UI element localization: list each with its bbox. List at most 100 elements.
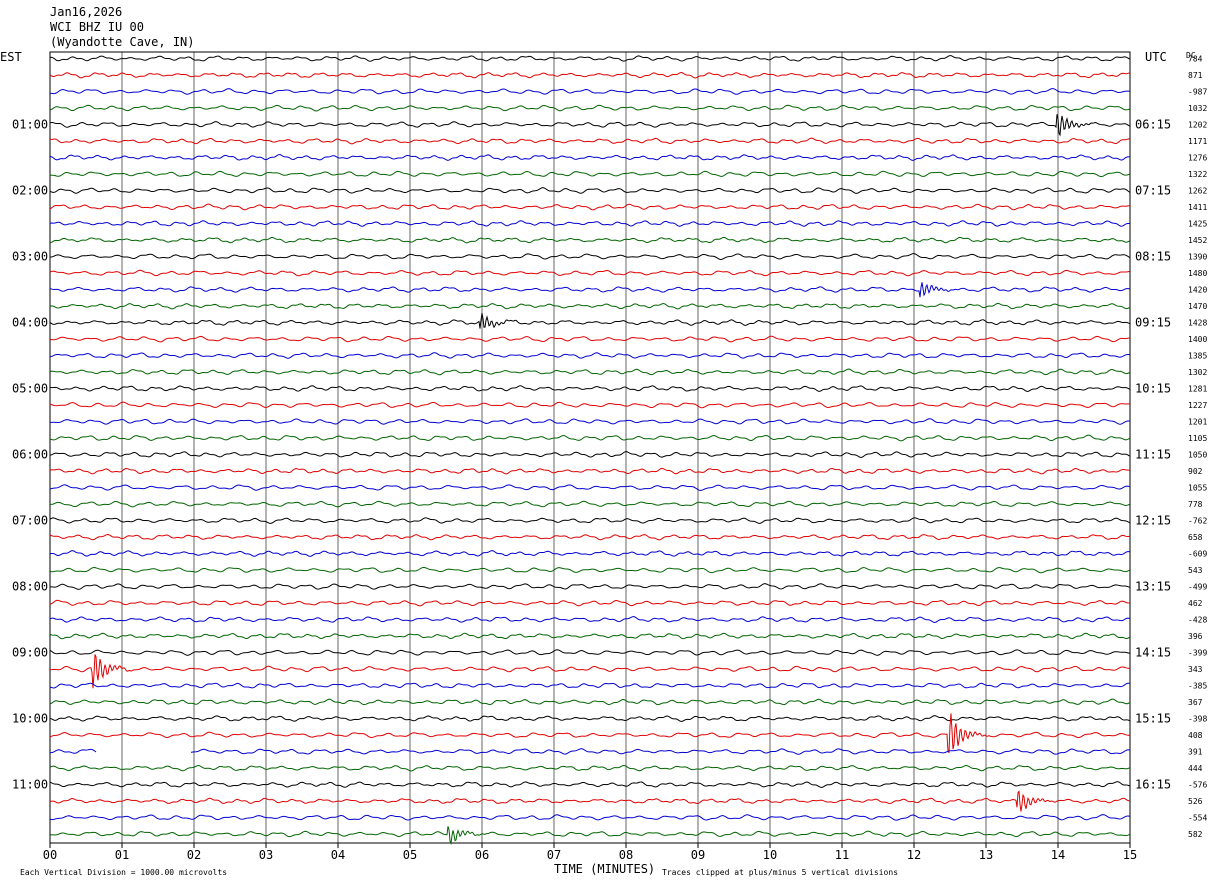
dc-value-label: 1452: [1188, 236, 1207, 245]
left-axis-label: EST: [0, 50, 22, 64]
trace-row: [49, 302, 1131, 310]
dc-value-label: 1055: [1188, 484, 1207, 493]
dc-value-label: 1202: [1188, 121, 1207, 130]
trace-row: [49, 385, 1131, 392]
trace-row: [49, 368, 1131, 376]
dc-value-label: 1428: [1188, 319, 1207, 328]
dc-value-label: 1227: [1188, 401, 1207, 410]
dc-value-label: 1385: [1188, 352, 1207, 361]
trace-row: [49, 566, 1131, 574]
dc-value-label: 582: [1188, 830, 1203, 839]
dc-value-label: 543: [1188, 566, 1203, 575]
est-hour-label: 10:00: [12, 712, 48, 726]
dc-value-label: -762: [1188, 517, 1207, 526]
dc-value-label: 1470: [1188, 302, 1207, 311]
dc-value-label: 1322: [1188, 170, 1207, 179]
dc-value-label: 1276: [1188, 154, 1207, 163]
header-date: Jan16,2026: [50, 5, 122, 19]
scale-note: Each Vertical Division = 1000.00 microvo…: [20, 868, 227, 877]
trace-row: [49, 203, 1131, 211]
dc-value-label: 1400: [1188, 335, 1207, 344]
est-hour-label: 01:00: [12, 118, 48, 132]
est-hour-label: 07:00: [12, 514, 48, 528]
utc-hour-label: 15:15: [1135, 712, 1171, 726]
trace-row: [49, 698, 1131, 706]
utc-hour-label: 16:15: [1135, 778, 1171, 792]
dc-value-label: 1281: [1188, 385, 1207, 394]
trace-row: [49, 550, 1131, 557]
trace-row: [49, 104, 1131, 112]
dc-value-label: 1425: [1188, 220, 1207, 229]
x-tick-label: 07: [547, 848, 561, 862]
trace-row: [49, 632, 1131, 640]
trace-row: [49, 682, 1131, 689]
trace-row: [49, 401, 1131, 409]
x-tick-label: 02: [187, 848, 201, 862]
dc-value-label: 784: [1188, 55, 1203, 64]
trace-row: [49, 88, 1131, 95]
utc-hour-label: 09:15: [1135, 316, 1171, 330]
x-tick-label: 01: [115, 848, 129, 862]
dc-value-label: -399: [1188, 649, 1207, 658]
dc-value-label: 1050: [1188, 451, 1207, 460]
dc-value-label: 1171: [1188, 137, 1207, 146]
est-hour-label: 03:00: [12, 250, 48, 264]
trace-row: [49, 335, 1131, 343]
dc-value-label: 526: [1188, 797, 1203, 806]
dc-value-label: 1105: [1188, 434, 1207, 443]
dc-value-label: 1201: [1188, 418, 1207, 427]
trace-row: [49, 72, 1131, 79]
x-tick-label: 09: [691, 848, 705, 862]
dc-value-label: 1302: [1188, 368, 1207, 377]
dc-value-label: 1411: [1188, 203, 1207, 212]
dc-value-label: 1420: [1188, 286, 1207, 295]
trace-row: [49, 599, 1131, 607]
utc-hour-label: 08:15: [1135, 250, 1171, 264]
trace-row: [49, 253, 1131, 260]
x-tick-label: 03: [259, 848, 273, 862]
trace-layer: [49, 55, 1131, 846]
trace-row: [49, 467, 1131, 475]
trace-row: [49, 583, 1131, 590]
trace-row: [49, 814, 1131, 821]
x-tick-label: 10: [763, 848, 777, 862]
est-hour-label: 08:00: [12, 580, 48, 594]
dc-value-label: -428: [1188, 616, 1207, 625]
est-hour-label: 02:00: [12, 184, 48, 198]
trace-row: [49, 748, 1131, 755]
trace-row: [49, 236, 1131, 244]
est-hour-label: 11:00: [12, 778, 48, 792]
trace-row: [49, 826, 1131, 846]
dc-value-label: -398: [1188, 715, 1207, 724]
utc-hour-label: 14:15: [1135, 646, 1171, 660]
x-tick-label: 08: [619, 848, 633, 862]
dc-value-label: 462: [1188, 599, 1203, 608]
utc-hour-label: 13:15: [1135, 580, 1171, 594]
trace-row: [49, 220, 1130, 227]
est-hour-label: 06:00: [12, 448, 48, 462]
dc-value-label: 1390: [1188, 253, 1207, 262]
x-axis-title: TIME (MINUTES): [554, 862, 655, 876]
trace-row: [49, 534, 1131, 541]
trace-row: [49, 484, 1131, 491]
trace-row: [49, 170, 1131, 178]
trace-row: [49, 500, 1131, 508]
x-tick-label: 11: [835, 848, 849, 862]
dc-value-label: -987: [1188, 88, 1207, 97]
dc-value-label: 1032: [1188, 104, 1207, 113]
trace-row: [49, 451, 1131, 458]
dc-value-label: 396: [1188, 632, 1203, 641]
dc-value-label: 408: [1188, 731, 1203, 740]
x-tick-label: 15: [1123, 848, 1137, 862]
dc-value-label: -385: [1188, 682, 1207, 691]
trace-row: [49, 654, 1131, 689]
header-station: WCI BHZ IU 00: [50, 20, 144, 34]
trace-row: [49, 269, 1131, 277]
x-tick-label: 14: [1051, 848, 1065, 862]
trace-row: [49, 616, 1131, 623]
dc-label: DC: [1186, 51, 1196, 60]
dc-value-label: 391: [1188, 748, 1203, 757]
dc-value-label: 444: [1188, 764, 1203, 773]
trace-row: [49, 781, 1131, 788]
